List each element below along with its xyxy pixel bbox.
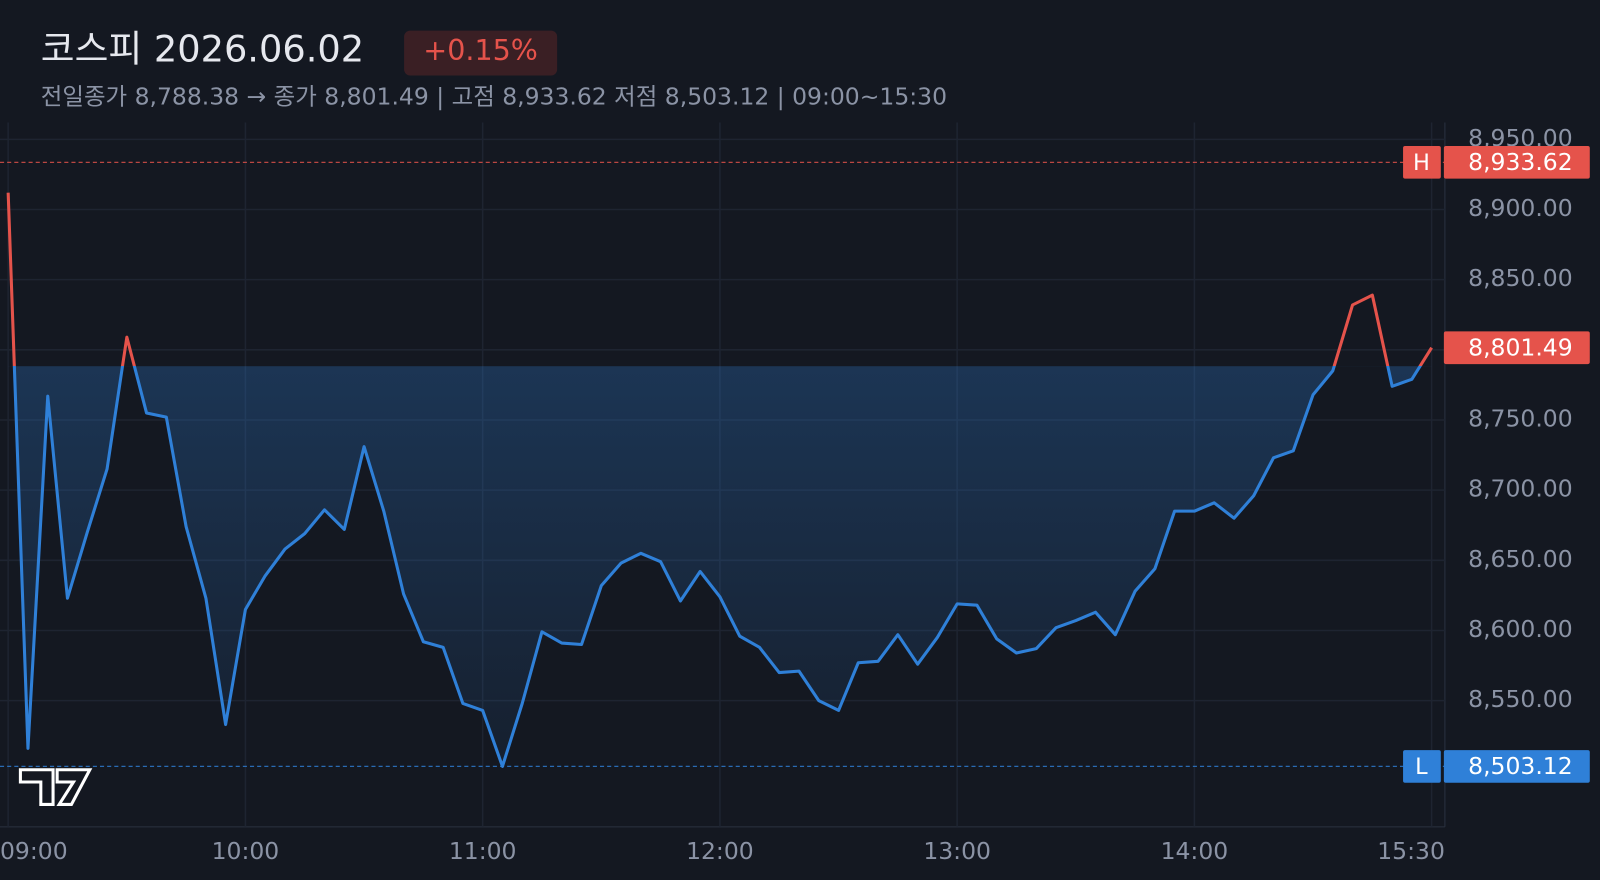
x-tick-label: 14:00 [1161, 837, 1229, 865]
change-text: +0.15% [423, 33, 538, 67]
area-fill [14, 366, 1421, 767]
price-tag [1443, 750, 1590, 783]
change-badge [404, 30, 558, 76]
y-tick-label: 8,900.00 [1468, 194, 1572, 222]
x-tick-label: 15:30 [1377, 837, 1445, 865]
tag-letter-box [1403, 750, 1441, 783]
chart-title: 코스피 2026.06.02 [41, 28, 364, 71]
tag-letter: L [1415, 754, 1428, 780]
y-tick-label: 8,750.00 [1468, 404, 1572, 432]
x-tick-label: 12:00 [686, 837, 754, 865]
price-tag [1443, 331, 1590, 365]
x-tick-label: 10:00 [212, 837, 280, 865]
subtitle: 전일종가 8,788.38 → 종가 8,801.49 | 고점 8,933.6… [41, 83, 947, 111]
y-tick-label: 8,550.00 [1468, 685, 1572, 713]
price-tag-label: 8,801.49 [1468, 333, 1572, 361]
y-tick-label: 8,850.00 [1468, 264, 1572, 292]
tag-letter: H [1413, 150, 1430, 176]
y-tick-label: 8,600.00 [1468, 615, 1572, 643]
x-tick-label: 11:00 [449, 837, 517, 865]
y-tick-label: 8,650.00 [1468, 545, 1572, 573]
price-tag-label: 8,503.12 [1468, 752, 1572, 780]
logo [18, 768, 93, 806]
price-tag-label: 8,933.62 [1468, 148, 1572, 176]
y-tick-label: 8,700.00 [1468, 475, 1572, 503]
x-tick-label: 13:00 [923, 837, 991, 865]
price-tag [1443, 145, 1590, 179]
tag-letter-box [1403, 145, 1441, 179]
x-tick-label: 09:00 [0, 837, 68, 865]
price-line [6, 192, 1433, 768]
